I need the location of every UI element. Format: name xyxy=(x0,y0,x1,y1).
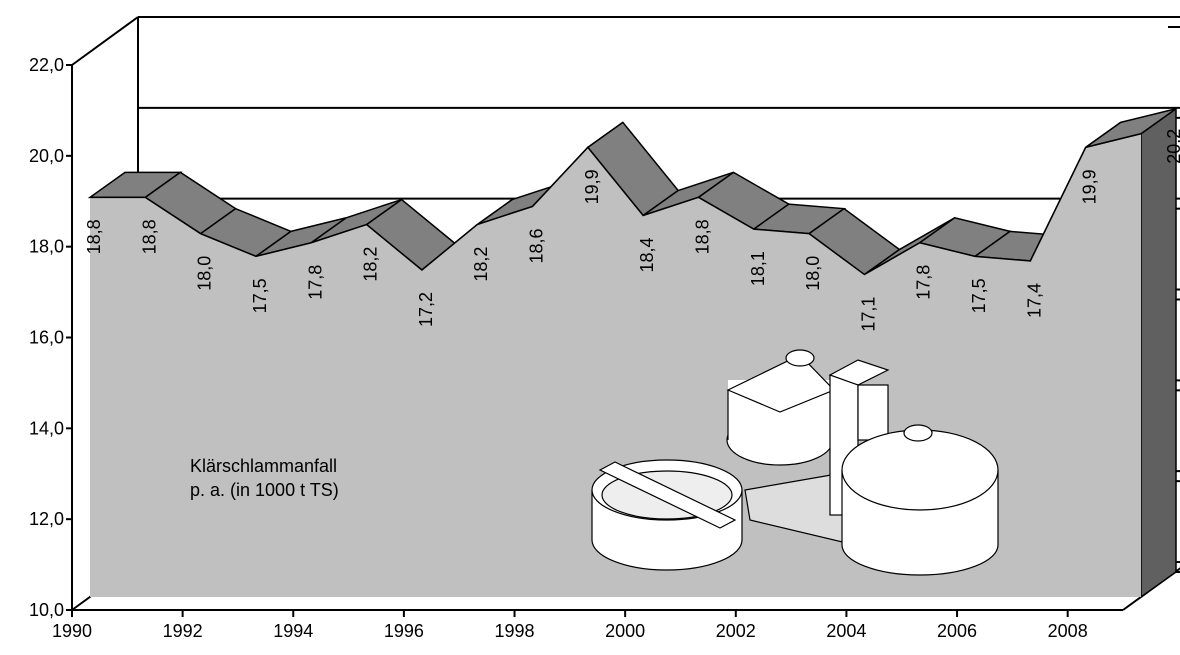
y-tick-label: 12,0 xyxy=(29,509,64,529)
value-label: 18,4 xyxy=(637,238,657,273)
annotation: Klärschlammanfall xyxy=(190,456,337,476)
x-tick-label: 1990 xyxy=(52,621,92,641)
value-label: 17,1 xyxy=(858,297,878,332)
value-label: 20,2 xyxy=(1164,129,1180,164)
x-tick-label: 2008 xyxy=(1048,621,1088,641)
value-label: 18,2 xyxy=(471,247,491,282)
annotation: p. a. (in 1000 t TS) xyxy=(190,480,339,500)
x-tick-label: 2002 xyxy=(716,621,756,641)
side-face xyxy=(1141,109,1176,597)
x-tick-label: 2004 xyxy=(826,621,866,641)
y-tick-label: 18,0 xyxy=(29,237,64,257)
value-label: 17,8 xyxy=(914,265,934,300)
value-label: 17,5 xyxy=(969,278,989,313)
wall-edge xyxy=(72,17,138,65)
chart: 10,0 12,0 14,0 16,0 18,0 20,0 22,0 1990 1992 1994… xyxy=(0,0,1180,655)
value-label: 18,0 xyxy=(195,256,215,291)
value-label: 18,1 xyxy=(748,251,768,286)
y-tick-label: 20,0 xyxy=(29,146,64,166)
y-tick-label: 22,0 xyxy=(29,55,64,75)
value-label: 18,8 xyxy=(692,219,712,254)
value-label: 18,6 xyxy=(527,228,547,263)
value-label: 17,8 xyxy=(305,265,325,300)
x-tick-label: 2000 xyxy=(605,621,645,641)
y-tick-label: 14,0 xyxy=(29,418,64,438)
value-label: 19,9 xyxy=(1080,169,1100,204)
x-tick-label: 1998 xyxy=(495,621,535,641)
x-tick-label: 1996 xyxy=(384,621,424,641)
x-tick-label: 1994 xyxy=(273,621,313,641)
value-label: 18,0 xyxy=(803,256,823,291)
value-label: 18,8 xyxy=(139,219,159,254)
value-label: 19,9 xyxy=(582,169,602,204)
value-label: 17,5 xyxy=(250,278,270,313)
value-label: 17,2 xyxy=(416,292,436,327)
value-label: 18,2 xyxy=(361,247,381,282)
value-label: 18,8 xyxy=(84,219,104,254)
x-tick-label: 2006 xyxy=(937,621,977,641)
y-tick-label: 16,0 xyxy=(29,328,64,348)
y-tick-label: 10,0 xyxy=(29,600,64,620)
value-label: 17,4 xyxy=(1024,283,1044,318)
x-tick-label: 1992 xyxy=(163,621,203,641)
